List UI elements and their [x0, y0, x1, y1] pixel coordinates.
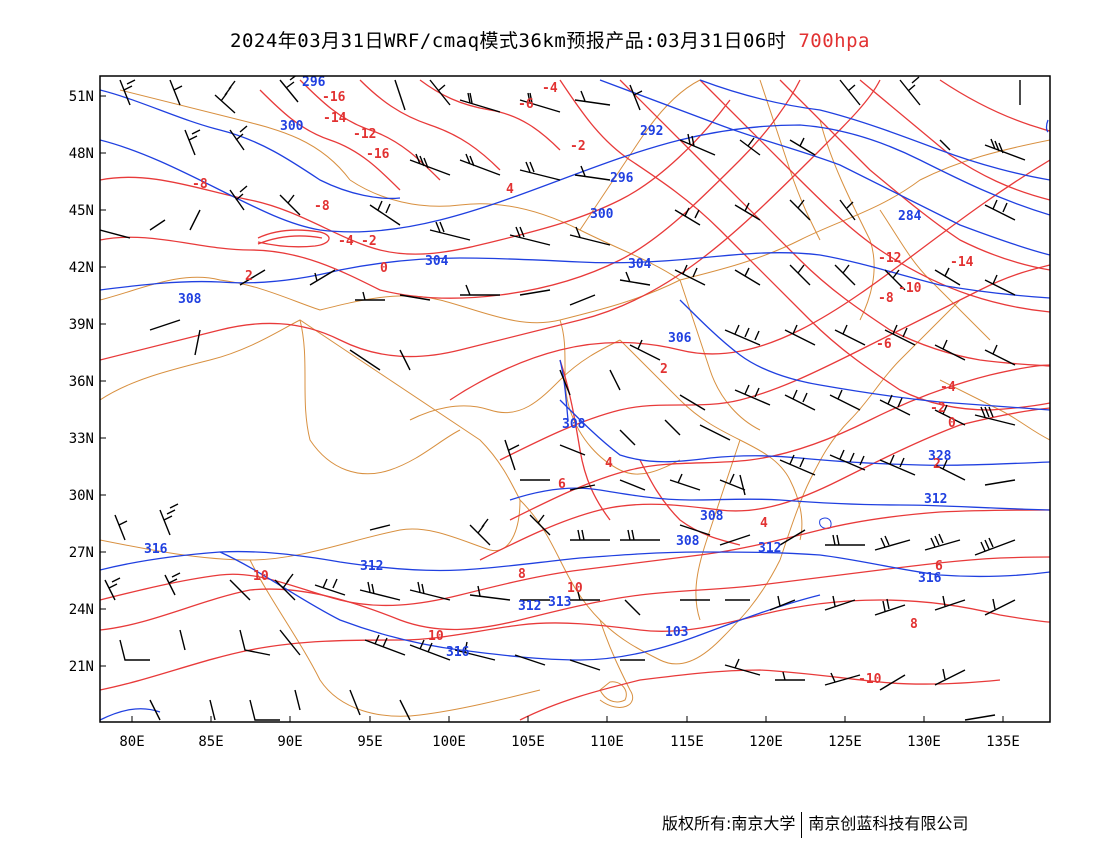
lon-label: 110E [590, 734, 624, 750]
lon-label: 100E [432, 734, 466, 750]
temperature-label: 10 [253, 569, 269, 584]
height-label: 103 [665, 625, 688, 640]
temperature-label: -16 [322, 90, 346, 105]
lon-label: 90E [277, 734, 302, 750]
temperature-label: -4 [940, 380, 956, 395]
temperature-label: -16 [366, 147, 390, 162]
lon-label: 115E [670, 734, 704, 750]
copyright-right: 南京创蓝科技有限公司 [808, 814, 969, 833]
height-label: 296 [610, 171, 634, 186]
temperature-label: 10 [428, 629, 444, 644]
lat-label: 30N [69, 488, 94, 504]
height-label: 306 [668, 331, 692, 346]
lat-label: 33N [69, 431, 94, 447]
temperature-label: 2 [660, 362, 668, 377]
temperature-label: 2 [933, 457, 941, 472]
map-title: 2024年03月31日WRF/cmaq模式36km预报产品:03月31日06时 … [0, 26, 1100, 53]
height-label: 308 [178, 292, 202, 307]
lat-label: 45N [69, 203, 94, 219]
height-label: 328 [928, 449, 952, 464]
height-label: 300 [590, 207, 614, 222]
lat-label: 21N [69, 659, 94, 675]
height-label: 312 [518, 599, 541, 614]
lat-label: 48N [69, 146, 94, 162]
temperature-label: -8 [878, 291, 894, 306]
temperature-label: -10 [858, 672, 882, 687]
height-label: 316 [144, 542, 168, 557]
temperature-label: -10 [898, 281, 922, 296]
axis-labels: 51N 48N 45N 42N 39N 36N 33N 30N 27N 24N … [69, 89, 1020, 750]
temperature-label: -2 [570, 139, 586, 154]
lon-label: 130E [907, 734, 941, 750]
temperature-label: -2 [930, 401, 946, 416]
temperature-label: 0 [948, 416, 956, 431]
temperature-label: -12 [353, 127, 376, 142]
temperature-label: 2 [245, 269, 253, 284]
height-label: 316 [446, 645, 470, 660]
title-main: 2024年03月31日WRF/cmaq模式36km预报产品:03月31日06时 [230, 30, 787, 52]
height-label: 312 [360, 559, 383, 574]
temperature-label: -6 [876, 337, 892, 352]
temperature-label: -14 [323, 111, 347, 126]
temperature-contours [100, 79, 1050, 721]
temperature-label: 10 [567, 581, 583, 596]
lat-label: 36N [69, 374, 94, 390]
wind-barbs [100, 76, 1026, 721]
height-label: 308 [700, 509, 724, 524]
lon-label: 105E [511, 734, 545, 750]
height-label: 312 [924, 492, 947, 507]
copyright-footer: 版权所有:南京大学 南京创蓝科技有限公司 [662, 810, 968, 838]
temperature-label: -12 [878, 251, 901, 266]
temperature-label: 8 [518, 567, 526, 582]
height-label: 308 [562, 417, 586, 432]
height-contours [100, 79, 1050, 721]
title-level: 700hpa [798, 30, 870, 52]
height-label: 316 [918, 571, 942, 586]
temperature-label: -8 [192, 177, 208, 192]
height-contour-labels: 296 300 292 296 300 284 304 304 308 306 … [144, 75, 952, 660]
lon-label: 125E [828, 734, 862, 750]
temperature-label: -6 [518, 97, 534, 112]
temperature-label: 4 [605, 456, 613, 471]
height-label: 313 [548, 595, 571, 610]
footer-separator [801, 811, 803, 838]
map-frame [99, 75, 1051, 723]
height-label: 296 [302, 75, 326, 90]
temperature-label: 6 [558, 477, 566, 492]
lat-label: 39N [69, 317, 94, 333]
temperature-contour-labels: -16 -14 -12 -16 -8 -8 -6 -4 -2 0 2 4 -4 … [192, 81, 974, 687]
lat-label: 24N [69, 602, 94, 618]
lon-label: 80E [119, 734, 144, 750]
height-label: 304 [628, 257, 652, 272]
height-label: 284 [898, 209, 922, 224]
temperature-label: 4 [506, 182, 514, 197]
lon-label: 120E [749, 734, 783, 750]
lat-label: 42N [69, 260, 94, 276]
temperature-label: -14 [950, 255, 974, 270]
height-label: 312 [758, 541, 781, 556]
axis-ticks [100, 95, 1004, 722]
lon-label: 85E [198, 734, 223, 750]
temperature-label: 8 [910, 617, 918, 632]
height-label: 304 [425, 254, 449, 269]
temperature-label: -8 [314, 199, 330, 214]
temperature-label: -4 [542, 81, 558, 96]
temperature-label: -4 [338, 234, 354, 249]
height-label: 308 [676, 534, 700, 549]
temperature-label: 4 [760, 516, 768, 531]
temperature-label: 0 [380, 261, 388, 276]
temperature-label: 6 [935, 559, 943, 574]
copyright-left: 版权所有:南京大学 [662, 814, 796, 833]
lon-label: 135E [986, 734, 1020, 750]
height-label: 292 [640, 124, 663, 139]
lon-label: 95E [357, 734, 382, 750]
temperature-label: -2 [361, 234, 377, 249]
height-label: 300 [280, 119, 304, 134]
lat-label: 27N [69, 545, 94, 561]
lat-label: 51N [69, 89, 94, 105]
